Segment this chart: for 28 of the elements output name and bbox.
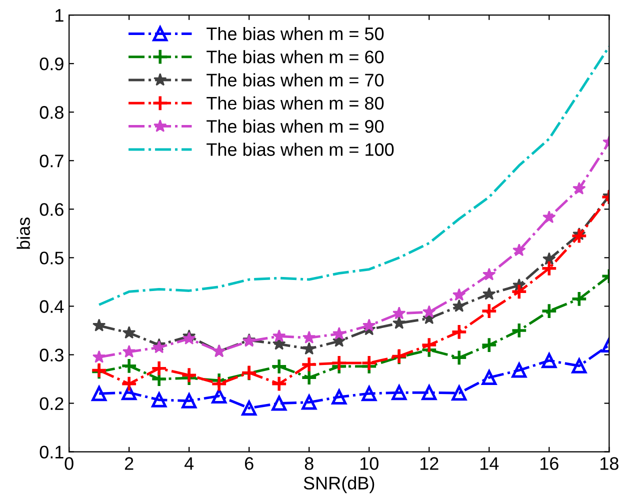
legend-label: The bias when m = 70 — [206, 73, 384, 87]
y-tick-label: 0.9 — [40, 58, 64, 70]
x-axis-title: SNR(dB) — [304, 476, 374, 494]
legend-label: The bias when m = 60 — [206, 50, 384, 64]
x-tick-label: 10 — [360, 457, 378, 470]
x-tick-label: 12 — [420, 457, 438, 470]
y-tick-label: 0.6 — [40, 203, 64, 216]
legend-label: The bias when m = 100 — [206, 142, 394, 156]
y-axis-title: bias — [16, 218, 30, 249]
y-tick-label: 0.2 — [40, 397, 64, 410]
y-tick-label: 0.1 — [40, 446, 64, 459]
x-tick-label: 16 — [540, 457, 558, 470]
x-tick-label: 2 — [124, 457, 134, 470]
x-tick-label: 14 — [480, 457, 499, 470]
y-tick-label: 0.8 — [40, 106, 64, 119]
y-tick-label: 0.7 — [40, 154, 64, 168]
legend-label: The bias when m = 90 — [206, 120, 384, 133]
y-tick-label: 0.5 — [40, 252, 64, 264]
x-tick-label: 18 — [600, 457, 618, 470]
y-tick-label: 0.3 — [40, 348, 64, 362]
x-tick-label: 0 — [64, 457, 74, 470]
x-tick-label: 6 — [245, 457, 254, 470]
y-tick-label: 0.4 — [40, 300, 64, 313]
legend-label: The bias when m = 50 — [206, 26, 384, 40]
y-tick-label: 1 — [56, 9, 64, 22]
x-tick-label: 4 — [184, 457, 194, 470]
legend-label: The bias when m = 80 — [206, 96, 384, 110]
x-tick-label: 8 — [304, 457, 314, 470]
